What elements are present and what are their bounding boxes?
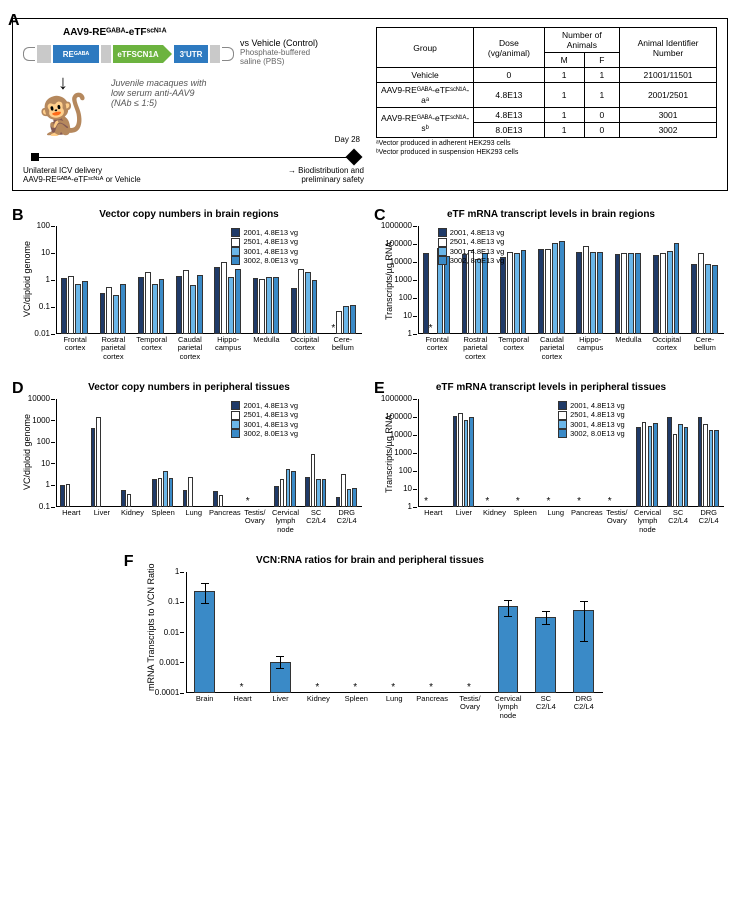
chart-b: VC/diploid genome0.010.1110100Frontalcor… [12,224,366,364]
chart-d: VC/diploid genome0.1110100100010000Heart… [12,397,366,537]
panel-f: F VCN:RNA ratios for brain and periphera… [134,555,607,725]
chart-title-f: VCN:RNA ratios for brain and peripheral … [134,555,607,566]
construct-title: AAV9-REᴳᴬᴮᴬ-eTFˢᶜᴺ¹ᴬ [63,27,364,38]
footnote-a: ᵃVector produced in adherent HEK293 cell… [376,140,717,147]
chart-title-c: eTF mRNA transcript levels in brain regi… [374,209,728,220]
timeline [23,150,364,164]
panel-d: D Vector copy numbers in peripheral tiss… [12,382,366,537]
dose-table: Group Dose (vg/animal) Number of Animals… [376,27,717,138]
construct-diagram: REᴳᴬᴮᴬ eTFSCN1A 3'UTR [23,45,234,63]
table-row: AAV9-REᴳᴬᴮᴬ-eTFˢᶜᴺ¹ᴬ-sᵇ4.8E13103001 [377,108,717,123]
panel-a-right: Group Dose (vg/animal) Number of Animals… [376,27,717,184]
footnote-b: ᵇVector produced in suspension HEK293 ce… [376,149,717,156]
table-row: AAV9-REᴳᴬᴮᴬ-eTFˢᶜᴺ¹ᴬ-aᵃ4.8E13112001/2501 [377,83,717,108]
chart-title-e: eTF mRNA transcript levels in peripheral… [374,382,728,393]
chart-e: Transcripts/µg RNA1101001000100001000001… [374,397,728,537]
chart-title-b: Vector copy numbers in brain regions [12,209,366,220]
juvenile-text: Juvenile macaques with low serum anti-AA… [111,78,207,108]
chart-c: Transcripts/µg RNA1101001000100001000001… [374,224,728,364]
chart-f: mRNA Transcripts to VCN Ratio0.00010.001… [134,570,607,725]
vehicle-text: vs Vehicle (Control) Phosphate-buffered … [240,38,318,66]
panel-c: C eTF mRNA transcript levels in brain re… [374,209,728,364]
table-row: Vehicle01121001/11501 [377,68,717,83]
arrow-down-icon: ↓ [23,72,103,95]
panel-b: B Vector copy numbers in brain regions V… [12,209,366,364]
timeline-labels: Unilateral ICV deliveryAAV9-REᴳᴬᴮᴬ-eTFˢᶜ… [23,166,364,184]
panel-label-a: A [8,12,20,30]
chart-title-d: Vector copy numbers in peripheral tissue… [12,382,366,393]
panel-a-left: AAV9-REᴳᴬᴮᴬ-eTFˢᶜᴺ¹ᴬ REᴳᴬᴮᴬ eTFSCN1A 3'U… [23,27,364,184]
panel-e: E eTF mRNA transcript levels in peripher… [374,382,728,537]
panel-a: A AAV9-REᴳᴬᴮᴬ-eTFˢᶜᴺ¹ᴬ REᴳᴬᴮᴬ eTFSCN1A 3… [12,18,728,191]
monkey-icon: 🐒 [23,95,103,135]
